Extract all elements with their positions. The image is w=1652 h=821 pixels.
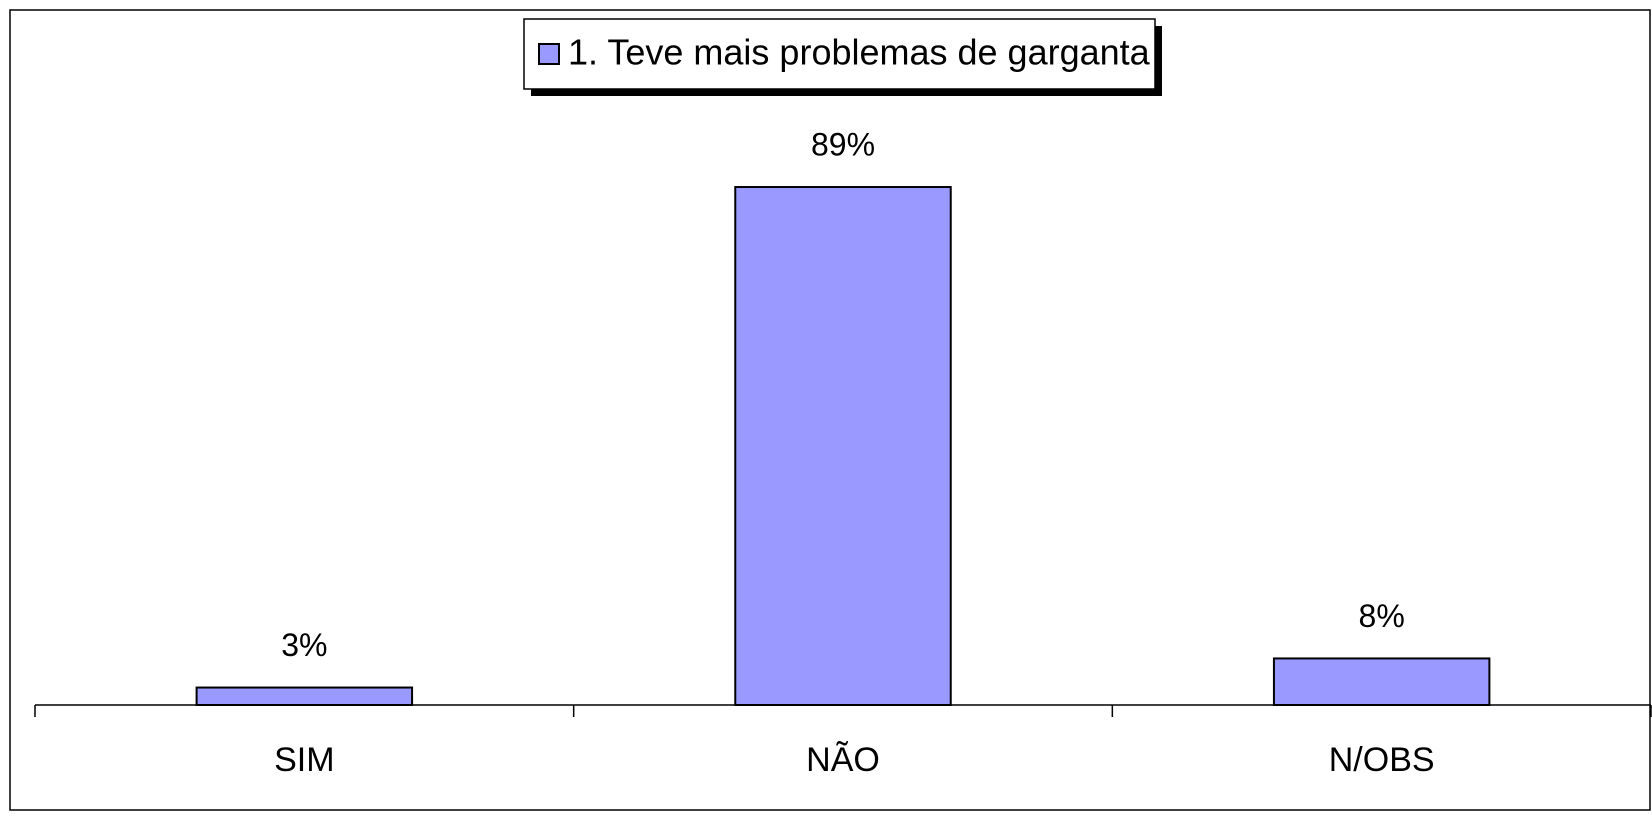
bar [1272, 657, 1491, 707]
x-tick-label: NÃO [806, 741, 880, 779]
data-label: 3% [281, 627, 327, 663]
bar [195, 686, 414, 706]
bar [734, 186, 952, 706]
legend-swatch [538, 43, 560, 65]
legend-label: 1. Teve mais problemas de garganta [568, 32, 1151, 73]
data-label: 8% [1359, 598, 1405, 634]
data-label: 89% [811, 126, 875, 162]
x-tick-label: N/OBS [1329, 741, 1435, 779]
x-tick-label: SIM [274, 741, 334, 779]
legend [523, 18, 1156, 90]
